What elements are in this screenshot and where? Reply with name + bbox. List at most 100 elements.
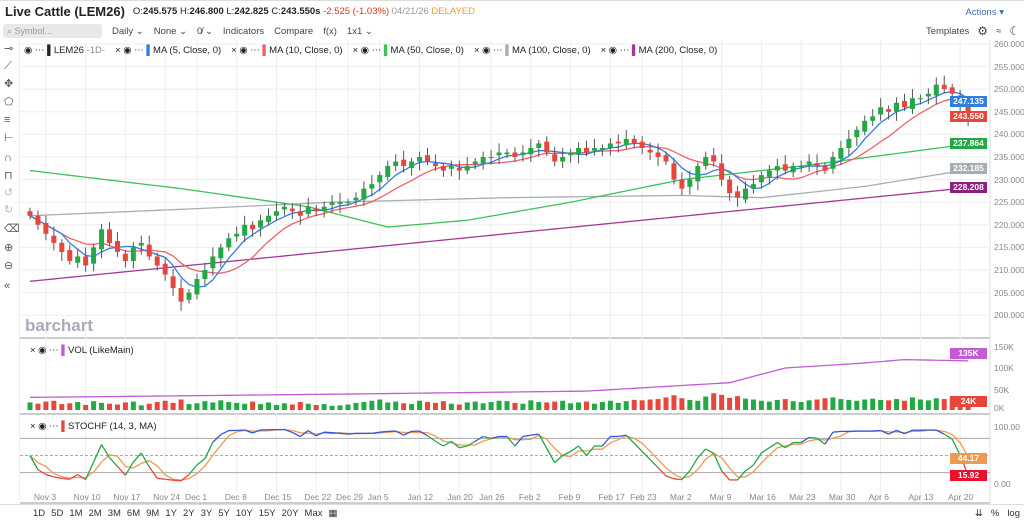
candle [472, 161, 478, 165]
candle [273, 211, 279, 216]
range-3y[interactable]: 3Y [200, 508, 213, 519]
volume-bar [925, 400, 931, 410]
candle [917, 98, 923, 100]
percent-toggle[interactable]: % [990, 508, 1000, 519]
undo-icon[interactable]: ↺ [4, 187, 14, 199]
range-10y[interactable]: 10Y [235, 508, 253, 519]
stoch-k-segment [888, 429, 897, 435]
magnet-icon[interactable]: ∩ [4, 152, 12, 164]
volume-bar [409, 404, 415, 410]
candle [329, 202, 335, 205]
measure-icon[interactable]: ⊢ [4, 132, 14, 144]
line-tool-icon[interactable]: ⟋ [4, 60, 12, 72]
legend-symbol[interactable]: ◉ ⋯ ▌LEM26 -1D- [24, 45, 106, 56]
volume-bar [440, 401, 446, 410]
zoom-in-icon[interactable]: ⊕ [4, 242, 14, 254]
symbol-search-input[interactable]: ⌕ Symbol... [3, 24, 102, 38]
stoch-k-segment [776, 442, 786, 449]
stoch-k-segment [132, 452, 142, 463]
date-axis-label: Nov 24 [153, 492, 181, 502]
legend-ma5[interactable]: × ◉ ⋯ ▌MA (5, Close, 0) [115, 45, 222, 56]
candle [456, 167, 462, 171]
stoch-k-segment [100, 444, 111, 459]
candle [122, 253, 128, 261]
stoch-k-segment [522, 434, 531, 438]
function-button[interactable]: f(x) [323, 25, 337, 37]
legend-stoch[interactable]: × ◉ ⋯ ▌STOCHF (14, 3, MA) [30, 421, 157, 432]
move-icon[interactable]: ✥ [4, 78, 14, 90]
volume-bar [401, 403, 407, 410]
layout-dropdown[interactable]: 1x1 ⌄ [346, 25, 373, 37]
compare-button[interactable]: Compare [274, 25, 314, 37]
volume-bar [941, 399, 947, 410]
volume-bar [615, 402, 621, 410]
moon-icon[interactable]: ☾ [1009, 24, 1020, 38]
volume-bar [393, 401, 399, 410]
volume-bar [774, 399, 780, 410]
ma50-price-tag: 237.864 [950, 138, 987, 149]
templates-button[interactable]: Templates [925, 25, 970, 37]
log-toggle[interactable]: log [1007, 508, 1020, 519]
date-axis-label: Jan 20 [447, 492, 473, 502]
range-20y[interactable]: 20Y [281, 508, 299, 519]
actions-menu[interactable]: Actions ▾ [965, 7, 1004, 18]
stoch-k-tag: 15.92 [950, 470, 987, 481]
stoch-k-segment [332, 432, 341, 434]
range-15y[interactable]: 15Y [258, 508, 276, 519]
volume-bar [99, 402, 105, 410]
volume-bar [758, 400, 764, 410]
legend-ma100[interactable]: × ◉ ⋯ ▌MA (100, Close, 0) [473, 45, 591, 56]
fibonacci-icon[interactable]: ≡ [4, 114, 11, 126]
range-5d[interactable]: 5D [51, 508, 64, 519]
volume-bar [218, 400, 224, 410]
stoch-k-segment [212, 434, 222, 443]
stoch-k-segment [204, 441, 214, 459]
collapse-left-icon[interactable]: « [4, 280, 11, 292]
volume-bar [647, 399, 653, 410]
volume-bar [743, 398, 748, 410]
indicators-button[interactable]: Indicators [222, 25, 265, 37]
range-5y[interactable]: 5Y [218, 508, 230, 519]
legend-ma50[interactable]: × ◉ ⋯ ▌MA (50, Close, 0) [352, 45, 464, 56]
range-2y[interactable]: 2Y [182, 508, 195, 519]
zoom-out-icon[interactable]: ⊖ [4, 260, 14, 272]
stoch-k-segment [37, 469, 47, 476]
range-1y[interactable]: 1Y [165, 508, 177, 519]
legend-volume[interactable]: × ◉ ⋯ ▌VOL (LikeMain) [30, 345, 134, 356]
date-axis-label: Nov 10 [73, 492, 101, 502]
trash-icon[interactable]: ⌫ [4, 223, 20, 235]
crosshair-icon[interactable]: ⊸ [4, 43, 14, 55]
legend-ma10[interactable]: × ◉ ⋯ ▌MA (10, Close, 0) [231, 45, 343, 56]
price-axis-label: 225.000 [994, 197, 1024, 208]
legend-ma200[interactable]: × ◉ ⋯ ▌MA (200, Close, 0) [600, 45, 718, 56]
range-1d[interactable]: 1D [33, 508, 46, 519]
range-3m[interactable]: 3M [107, 508, 121, 519]
volume-bar [273, 404, 279, 410]
range-9m[interactable]: 9M [146, 508, 160, 519]
candle [337, 202, 343, 205]
stoch-k-segment [490, 435, 500, 440]
expand-down-icon[interactable]: ⇊ [974, 508, 983, 519]
redo-icon[interactable]: ↻ [4, 204, 14, 216]
stoch-k-segment [173, 479, 182, 482]
ma200-price-tag: 228.208 [950, 182, 987, 193]
collapse-icon[interactable]: ≈ [996, 25, 1002, 37]
price-axis-label: 240.000 [994, 129, 1024, 140]
shape-icon[interactable]: ⬠ [4, 96, 14, 108]
candle [854, 129, 860, 138]
bar-type-dropdown[interactable]: 0̸ ⌄ [197, 25, 213, 37]
range-2m[interactable]: 2M [88, 508, 102, 519]
stoch-k-segment [482, 435, 492, 440]
lock-icon[interactable]: ⊓ [4, 170, 13, 182]
stoch-k-segment [395, 430, 404, 436]
gear-icon[interactable]: ⚙ [977, 24, 989, 38]
range-max[interactable]: Max [304, 508, 323, 519]
compare-none-dropdown[interactable]: None ⌄ [153, 25, 188, 37]
period-dropdown[interactable]: Daily ⌄ [112, 25, 144, 37]
stoch-k-segment [713, 453, 723, 472]
calendar-icon[interactable]: ▦ [328, 508, 338, 519]
range-1m[interactable]: 1M [69, 508, 83, 519]
range-6m[interactable]: 6M [126, 508, 141, 519]
quote-line: O:245.575 H:246.800 L:242.825 C:243.550s… [132, 6, 476, 17]
